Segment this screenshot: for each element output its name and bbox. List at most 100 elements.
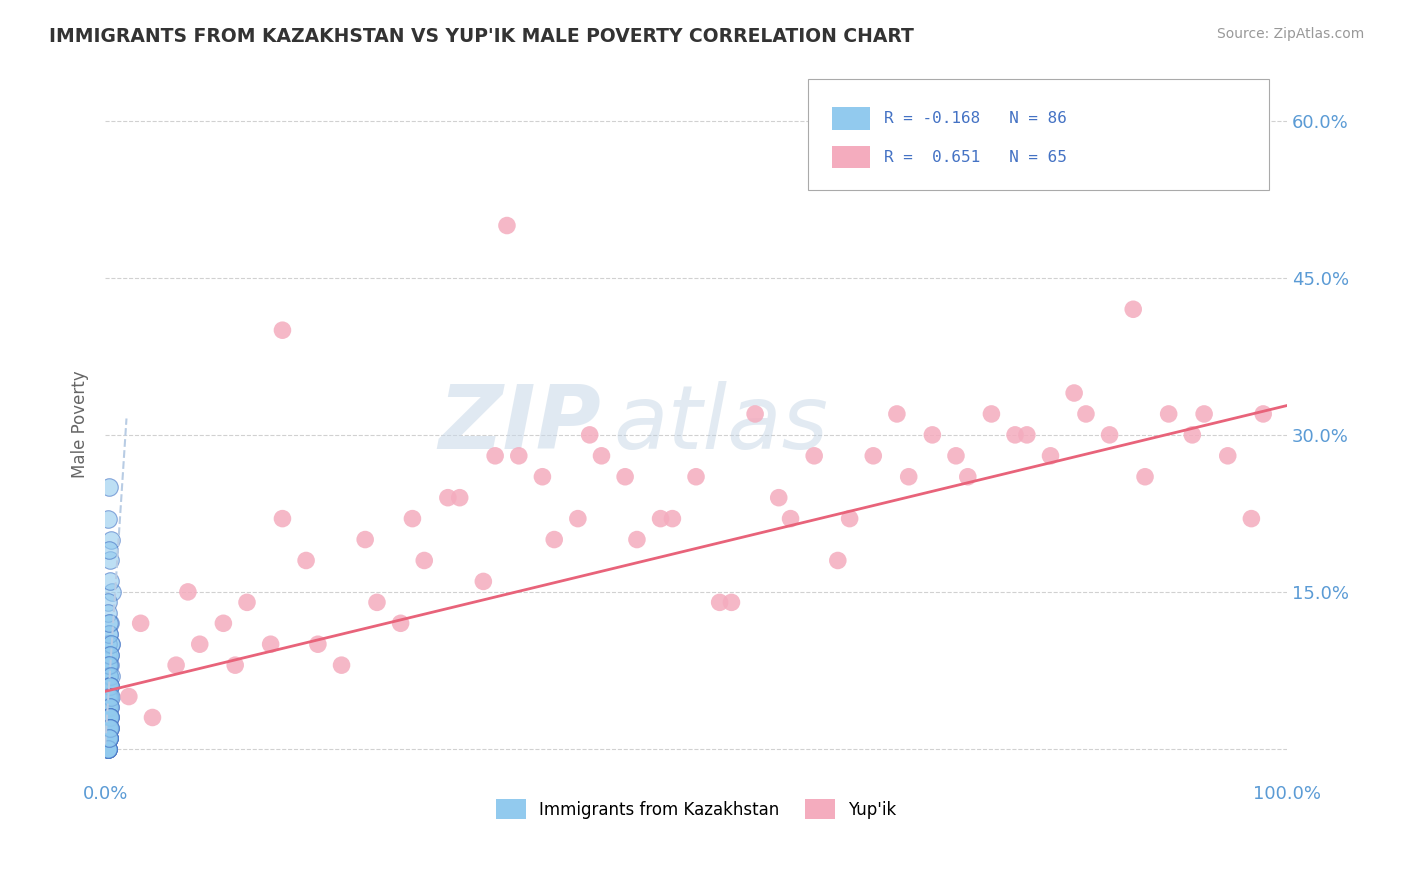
- Point: [97, 668, 120, 682]
- Point: [720, 595, 742, 609]
- Point: [768, 491, 790, 505]
- Point: [97, 721, 120, 735]
- Point: [97, 668, 120, 682]
- Point: [1133, 469, 1156, 483]
- Point: [330, 658, 353, 673]
- Point: [177, 585, 200, 599]
- Point: [98, 648, 121, 662]
- Point: [97, 595, 120, 609]
- Point: [97, 721, 120, 735]
- Point: [1192, 407, 1215, 421]
- Point: [779, 511, 801, 525]
- Point: [98, 690, 121, 704]
- Point: [97, 700, 120, 714]
- Point: [97, 658, 120, 673]
- Point: [271, 323, 294, 337]
- Point: [1039, 449, 1062, 463]
- Point: [101, 585, 124, 599]
- Text: atlas: atlas: [613, 382, 828, 467]
- Point: [98, 700, 121, 714]
- Point: [98, 721, 121, 735]
- Point: [591, 449, 613, 463]
- Point: [744, 407, 766, 421]
- Point: [98, 710, 121, 724]
- Point: [97, 700, 120, 714]
- Point: [97, 721, 120, 735]
- Point: [567, 511, 589, 525]
- Point: [956, 469, 979, 483]
- Point: [614, 469, 637, 483]
- Point: [543, 533, 565, 547]
- Point: [97, 731, 120, 746]
- Point: [98, 553, 121, 567]
- Point: [236, 595, 259, 609]
- Point: [97, 606, 120, 620]
- Point: [100, 533, 122, 547]
- Point: [626, 533, 648, 547]
- Point: [100, 637, 122, 651]
- Point: [709, 595, 731, 609]
- Point: [98, 679, 121, 693]
- Point: [98, 648, 121, 662]
- Point: [97, 721, 120, 735]
- Point: [1098, 428, 1121, 442]
- Point: [97, 742, 120, 756]
- Point: [97, 710, 120, 724]
- Legend: Immigrants from Kazakhstan, Yup'ik: Immigrants from Kazakhstan, Yup'ik: [489, 793, 903, 825]
- Point: [97, 742, 120, 756]
- Text: Source: ZipAtlas.com: Source: ZipAtlas.com: [1216, 27, 1364, 41]
- Point: [97, 721, 120, 735]
- Point: [1216, 449, 1239, 463]
- Point: [97, 648, 120, 662]
- Point: [97, 700, 120, 714]
- Point: [97, 710, 120, 724]
- Point: [97, 721, 120, 735]
- Point: [129, 616, 152, 631]
- Point: [307, 637, 329, 651]
- Point: [98, 721, 121, 735]
- Point: [97, 690, 120, 704]
- Point: [97, 742, 120, 756]
- Point: [1015, 428, 1038, 442]
- Point: [97, 658, 120, 673]
- Point: [97, 710, 120, 724]
- Point: [97, 637, 120, 651]
- Point: [97, 742, 120, 756]
- Point: [97, 710, 120, 724]
- Point: [97, 721, 120, 735]
- Point: [188, 637, 211, 651]
- Point: [97, 690, 120, 704]
- Point: [224, 658, 246, 673]
- Point: [141, 710, 163, 724]
- Point: [1251, 407, 1274, 421]
- Point: [97, 731, 120, 746]
- Point: [531, 469, 554, 483]
- Point: [472, 574, 495, 589]
- Point: [97, 731, 120, 746]
- Point: [97, 658, 120, 673]
- Point: [484, 449, 506, 463]
- Point: [165, 658, 187, 673]
- Point: [366, 595, 388, 609]
- FancyBboxPatch shape: [808, 79, 1270, 189]
- Y-axis label: Male Poverty: Male Poverty: [72, 370, 89, 478]
- Point: [97, 679, 120, 693]
- Point: [449, 491, 471, 505]
- Bar: [832, 108, 870, 130]
- Point: [97, 731, 120, 746]
- Point: [437, 491, 460, 505]
- Point: [685, 469, 707, 483]
- Point: [97, 731, 120, 746]
- Point: [97, 543, 120, 558]
- Point: [97, 710, 120, 724]
- Point: [97, 480, 120, 494]
- Point: [827, 553, 849, 567]
- Point: [97, 721, 120, 735]
- Point: [97, 742, 120, 756]
- Point: [97, 668, 120, 682]
- Point: [97, 731, 120, 746]
- Point: [97, 731, 120, 746]
- Point: [1181, 428, 1204, 442]
- Point: [98, 721, 121, 735]
- Point: [271, 511, 294, 525]
